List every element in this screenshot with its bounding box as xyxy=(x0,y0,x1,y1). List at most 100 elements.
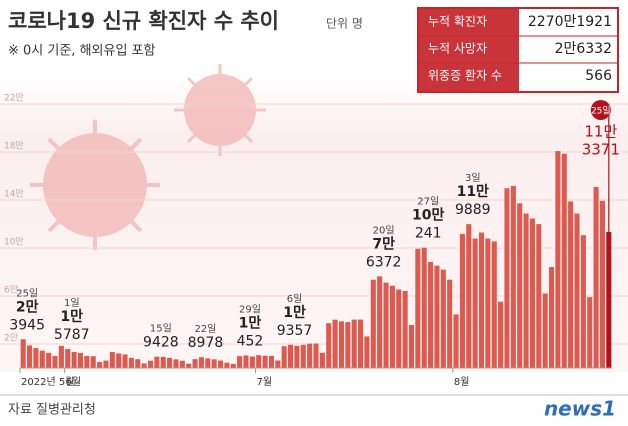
value-label: 241 xyxy=(415,226,442,242)
bar xyxy=(434,265,440,368)
bar xyxy=(548,267,555,368)
bar xyxy=(523,213,529,368)
bar xyxy=(154,356,160,368)
value-label: 11만 xyxy=(457,184,489,200)
bar xyxy=(370,279,376,368)
date-label: 20일 xyxy=(373,224,395,236)
value-label: 3945 xyxy=(9,317,45,333)
bar xyxy=(256,355,262,368)
bar xyxy=(383,282,389,368)
bar xyxy=(33,348,39,368)
bar xyxy=(485,238,491,368)
y-tick-label: 14만 xyxy=(4,189,24,200)
bar xyxy=(262,355,268,368)
bar xyxy=(599,200,605,368)
bar xyxy=(345,322,351,368)
bar xyxy=(173,359,179,368)
bar xyxy=(135,359,141,368)
bar xyxy=(58,345,64,368)
bar xyxy=(389,285,395,368)
value-label: 10만 xyxy=(412,208,444,224)
value-label: 1만 xyxy=(283,305,306,321)
bar xyxy=(217,360,224,368)
bar xyxy=(466,224,472,368)
info-label: 누적 사망자 xyxy=(428,42,487,56)
bar xyxy=(160,356,166,368)
bar xyxy=(338,321,345,368)
bar xyxy=(421,247,427,368)
bar xyxy=(128,357,134,368)
date-label: 25일 xyxy=(591,106,611,117)
info-value: 566 xyxy=(585,68,612,84)
bar xyxy=(593,186,599,368)
bar xyxy=(116,353,122,368)
bar xyxy=(319,352,325,368)
value-label: 9428 xyxy=(143,335,179,351)
bar xyxy=(46,352,52,368)
x-tick-label: 6월 xyxy=(66,376,82,388)
bar xyxy=(167,357,173,368)
bar xyxy=(440,269,446,368)
bar xyxy=(364,336,370,368)
bar xyxy=(561,153,567,368)
bar xyxy=(186,363,192,368)
bar xyxy=(71,351,77,368)
info-table-header xyxy=(419,9,519,91)
bar xyxy=(211,359,217,368)
info-value: 2270만1921 xyxy=(528,14,612,30)
y-tick-label: 10만 xyxy=(4,237,24,248)
bar xyxy=(377,276,383,368)
value-label: 5787 xyxy=(54,327,90,343)
bar xyxy=(275,360,281,368)
bar xyxy=(580,235,586,368)
bar xyxy=(230,363,236,368)
info-value: 2만6332 xyxy=(555,41,612,57)
bar xyxy=(332,319,338,368)
bar xyxy=(27,345,33,368)
value-label: 1만 xyxy=(239,315,262,331)
bar xyxy=(504,188,510,368)
bar xyxy=(574,213,580,368)
bar xyxy=(529,218,535,368)
bar xyxy=(141,363,147,368)
bar xyxy=(510,185,516,368)
bar xyxy=(65,349,71,368)
bar xyxy=(358,319,364,368)
bar xyxy=(52,356,58,368)
bar xyxy=(313,343,319,368)
date-label: 27일 xyxy=(417,196,439,208)
bar xyxy=(84,355,90,368)
bar xyxy=(243,355,249,368)
date-label: 22일 xyxy=(194,323,216,335)
bar xyxy=(77,352,84,368)
info-label: 위중증 환자 수 xyxy=(428,69,502,83)
bar xyxy=(249,356,255,368)
bar xyxy=(587,297,593,368)
bar xyxy=(428,261,434,368)
bar xyxy=(536,224,542,368)
subtitle: ※ 0시 기준, 해외유입 포함 xyxy=(8,44,156,59)
bar xyxy=(568,201,574,368)
bar xyxy=(20,339,26,368)
bar xyxy=(147,360,154,368)
logo: news1 xyxy=(544,397,616,421)
bar xyxy=(179,360,185,368)
source: 자료 질병관리청 xyxy=(8,403,96,418)
info-table: 누적 확진자 2270만1921 누적 사망자 2만6332 위중증 환자 수 … xyxy=(417,7,619,93)
y-tick-label: 6만 xyxy=(4,285,18,296)
y-tick-label: 2만 xyxy=(4,333,18,344)
bar xyxy=(224,362,230,368)
bar xyxy=(517,203,523,368)
bar xyxy=(294,345,300,368)
bar xyxy=(268,355,274,368)
value-label: 6372 xyxy=(366,254,402,270)
value-label: 7만 xyxy=(372,236,395,252)
date-label: 25일 xyxy=(16,287,38,299)
x-tick-label: 8월 xyxy=(454,376,470,388)
bar xyxy=(39,350,45,368)
value-label: 9889 xyxy=(455,202,491,218)
bar xyxy=(491,241,497,368)
bar xyxy=(498,301,504,368)
x-tick-label: 7월 xyxy=(257,376,273,388)
